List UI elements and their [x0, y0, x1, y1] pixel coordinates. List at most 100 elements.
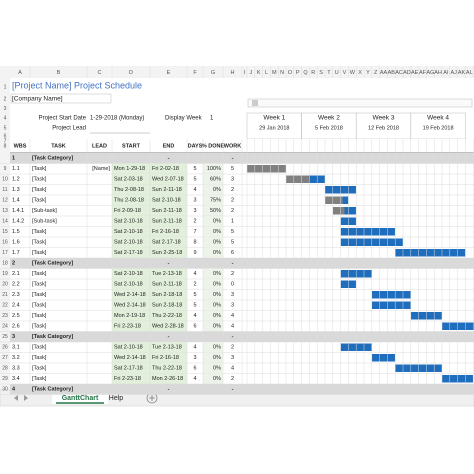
date-cells-bg — [112, 226, 187, 237]
cell-end: Sun 2-11-18 — [152, 282, 182, 288]
cell-wbs: 1.5 — [12, 229, 20, 235]
row-number: 3 — [4, 106, 7, 112]
row-number: 15 — [2, 229, 8, 235]
cell-done: 0% — [213, 292, 221, 298]
date-cells-bg — [112, 363, 187, 374]
done-cell-bg — [203, 184, 223, 195]
cell-end: - — [168, 387, 170, 393]
column-letter: AL — [466, 70, 473, 76]
row-header-bar — [0, 78, 10, 390]
cell-done: 0% — [213, 376, 221, 382]
cell-task: [Task] — [32, 198, 47, 204]
column-letter: AD — [403, 70, 411, 76]
cell-start: Sat 2-03-18 — [114, 177, 143, 183]
column-letter: Z — [374, 70, 378, 76]
gantt-bar — [395, 249, 466, 257]
bar-remaining — [371, 301, 411, 309]
column-letter: O — [288, 70, 293, 76]
cell-work: 3 — [231, 303, 234, 309]
cell-task: [Task] — [32, 292, 47, 298]
cell-end: Tue 2-13-18 — [152, 271, 182, 277]
cell-days: 2 — [193, 219, 196, 225]
sheet-tab[interactable]: GanttChart — [62, 395, 99, 402]
gantt-bar — [325, 196, 349, 204]
cell-end: Sun 2-25-18 — [152, 250, 182, 256]
row-number: 6 — [4, 133, 7, 139]
cell-start: Fri 2-09-18 — [114, 208, 141, 214]
cell-task: [Task] — [32, 376, 47, 382]
column-heading: WORK — [224, 143, 241, 149]
cell-wbs: 1 — [12, 156, 15, 162]
column-heading: TASK — [51, 143, 66, 149]
date-cells-bg — [112, 216, 187, 227]
cell-start: Sat 2-10-18 — [114, 282, 143, 288]
bar-done — [247, 165, 286, 173]
row-number: 23 — [2, 313, 8, 319]
cell-task: [Sub-task] — [32, 208, 57, 214]
cell-start: Wed 2-14-18 — [114, 355, 146, 361]
date-cells-bg — [112, 300, 187, 311]
done-cell-bg — [203, 205, 223, 216]
row-number: 25 — [2, 334, 8, 340]
week-label: Week 1 — [263, 115, 285, 122]
date-cells-bg — [112, 279, 187, 290]
cell-start: Fri 2-23-18 — [114, 324, 141, 330]
cell-work: 5 — [231, 166, 234, 172]
cell-work: - — [232, 261, 234, 267]
row-number: 7 — [4, 138, 7, 144]
done-cell-bg — [203, 237, 223, 248]
cell-days: 7 — [193, 229, 196, 235]
done-cell-bg — [203, 226, 223, 237]
sheet-tab[interactable]: Help — [109, 395, 124, 402]
cell-end: Sat 2-10-18 — [152, 198, 181, 204]
cell-work: - — [232, 156, 234, 162]
column-letter: AC — [395, 70, 403, 76]
cell-end: Sun 2-11-18 — [152, 187, 182, 193]
bar-remaining — [442, 322, 474, 330]
cell-days: 4 — [193, 376, 196, 382]
done-cell-bg — [203, 310, 223, 321]
cell-work: 4 — [231, 324, 234, 330]
display-week-value: 1 — [210, 116, 214, 122]
cell-task: [Task] — [32, 345, 47, 351]
column-letter: V — [343, 70, 347, 76]
cell-end: Fri 2-16-18 — [152, 229, 179, 235]
cell-wbs: 3.4 — [12, 376, 20, 382]
week-date: 5 Feb 2018 — [315, 125, 343, 131]
cell-wbs: 2.5 — [12, 313, 20, 319]
row-number: 10 — [2, 177, 8, 183]
cell-work: - — [232, 334, 234, 340]
row-number: 26 — [2, 345, 8, 351]
cell-days: 8 — [193, 240, 196, 246]
add-sheet-icon — [149, 395, 155, 401]
cell-work: 6 — [231, 250, 234, 256]
column-letter: AI — [443, 70, 449, 76]
bar-remaining — [342, 196, 349, 204]
row-number: 28 — [2, 366, 8, 372]
bar-remaining — [371, 354, 396, 362]
scroll-thumb[interactable] — [252, 100, 258, 106]
cell-wbs: 3.2 — [12, 355, 20, 361]
column-letter: W — [350, 70, 356, 76]
column-letter: AG — [426, 70, 434, 76]
tab-nav-arrows[interactable] — [14, 395, 28, 401]
cell-wbs: 2.3 — [12, 292, 20, 298]
row-number: 24 — [2, 324, 8, 330]
cell-done: 0% — [213, 355, 221, 361]
column-letter: P — [296, 70, 300, 76]
cell-days: 6 — [193, 324, 196, 330]
cell-days: 5 — [193, 292, 196, 298]
date-cells-bg — [112, 352, 187, 363]
done-cell-bg — [203, 279, 223, 290]
date-cells-bg — [112, 289, 187, 300]
cell-wbs: 2.1 — [12, 271, 20, 277]
row-number: 20 — [2, 282, 8, 288]
cell-days: 5 — [193, 303, 196, 309]
timeline-scrollbar[interactable] — [247, 98, 473, 108]
column-letter: J — [250, 70, 253, 76]
cell-task: [Task] — [32, 166, 47, 172]
project-title: [Project Name] Project Schedule — [12, 80, 142, 90]
cell-start: Mon 2-19-18 — [114, 313, 145, 319]
cell-end: - — [168, 156, 170, 162]
